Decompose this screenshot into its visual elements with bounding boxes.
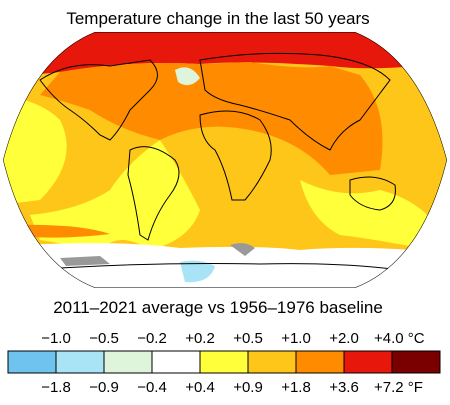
legend-title: 2011–2021 average vs 1956–1976 baseline — [53, 298, 383, 317]
legend: −1.0 −0.5 −0.2 +0.2 +0.5 +1.0 +2.0 +4.0 °C −1.8 −… — [7, 330, 441, 396]
legend-swatch — [391, 350, 441, 374]
legend-swatch — [295, 350, 345, 374]
map-title: Temperature change in the last 50 years — [66, 9, 369, 28]
celsius-label: −0.5 — [89, 330, 119, 347]
fahrenheit-label: +0.4 — [185, 379, 215, 396]
fahrenheit-label: +3.6 — [329, 379, 359, 396]
fahrenheit-label: −1.8 — [41, 379, 71, 396]
fahrenheit-label: −0.9 — [89, 379, 119, 396]
celsius-label: +0.2 — [185, 330, 215, 347]
celsius-label: +0.5 — [233, 330, 263, 347]
celsius-label: +1.0 — [281, 330, 311, 347]
legend-swatch — [199, 350, 249, 374]
legend-swatch — [7, 350, 57, 374]
legend-swatch — [55, 350, 105, 374]
celsius-label: −1.0 — [41, 330, 71, 347]
map — [3, 32, 447, 288]
celsius-label: +4.0 °C — [374, 330, 425, 347]
legend-swatch — [247, 350, 297, 374]
legend-swatch — [103, 350, 153, 374]
fahrenheit-label: +1.8 — [281, 379, 311, 396]
fahrenheit-label: −0.4 — [137, 379, 167, 396]
celsius-label: −0.2 — [137, 330, 167, 347]
fahrenheit-label: +0.9 — [233, 379, 263, 396]
celsius-label: +2.0 — [329, 330, 359, 347]
legend-swatch — [343, 350, 393, 374]
fahrenheit-label: +7.2 °F — [374, 379, 423, 396]
legend-swatch — [151, 350, 201, 374]
